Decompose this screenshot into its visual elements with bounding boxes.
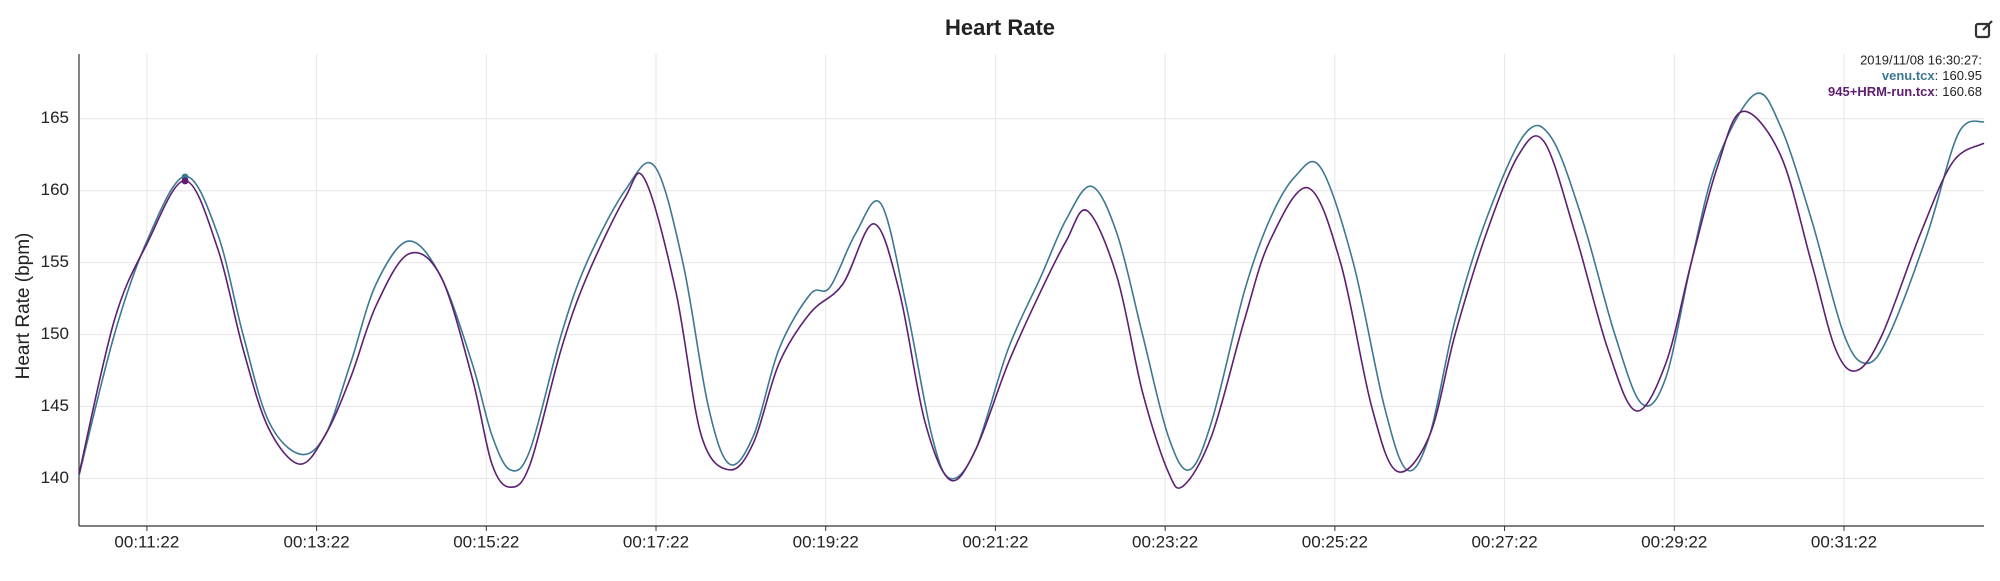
tooltip-row: venu.tcx: 160.95	[1882, 68, 1982, 83]
x-tick-label: 00:23:22	[1132, 532, 1198, 551]
tooltip-time: 2019/11/08 16:30:27:	[1860, 52, 1982, 67]
icon-pen	[1982, 20, 1993, 31]
x-tick-label: 00:15:22	[453, 532, 519, 551]
x-tick-label: 00:17:22	[623, 532, 689, 551]
line-series	[78, 110, 1985, 489]
x-tick-label: 00:11:22	[114, 532, 179, 551]
y-axis-label: Heart Rate (bpm)	[13, 233, 34, 380]
y-tick-label: 155	[41, 252, 69, 271]
x-tick-label: 00:13:22	[284, 532, 350, 551]
x-tick-label: 00:19:22	[793, 532, 859, 551]
tooltip-value: 160.95	[1942, 68, 1982, 83]
x-tick-label: 00:25:22	[1302, 532, 1368, 551]
y-tick-label: 160	[41, 180, 69, 199]
icon-box	[1974, 22, 1991, 39]
tooltip-separator: :	[1935, 68, 1939, 83]
y-tick-label: 140	[41, 468, 69, 487]
y-tick-label: 145	[41, 396, 69, 415]
tooltip-separator: :	[1935, 84, 1939, 99]
x-tick-label: 00:31:22	[1811, 532, 1877, 551]
line-series	[78, 92, 1985, 480]
y-tick-label: 150	[41, 324, 69, 343]
x-tick-label: 00:29:22	[1641, 532, 1707, 551]
tooltip-row: 945+HRM-run.tcx: 160.68	[1828, 84, 1982, 99]
x-tick-label: 00:21:22	[962, 532, 1028, 551]
tooltip-series-name: 945+HRM-run.tcx	[1828, 84, 1935, 99]
hover-marker	[181, 177, 189, 185]
chart-title: Heart Rate	[945, 15, 1055, 40]
tooltip-series-name: venu.tcx	[1882, 68, 1936, 83]
tooltip-value: 160.68	[1942, 84, 1982, 99]
y-tick-label: 165	[41, 108, 69, 127]
edit-icon[interactable]	[1974, 20, 1993, 39]
x-tick-label: 00:27:22	[1471, 532, 1537, 551]
